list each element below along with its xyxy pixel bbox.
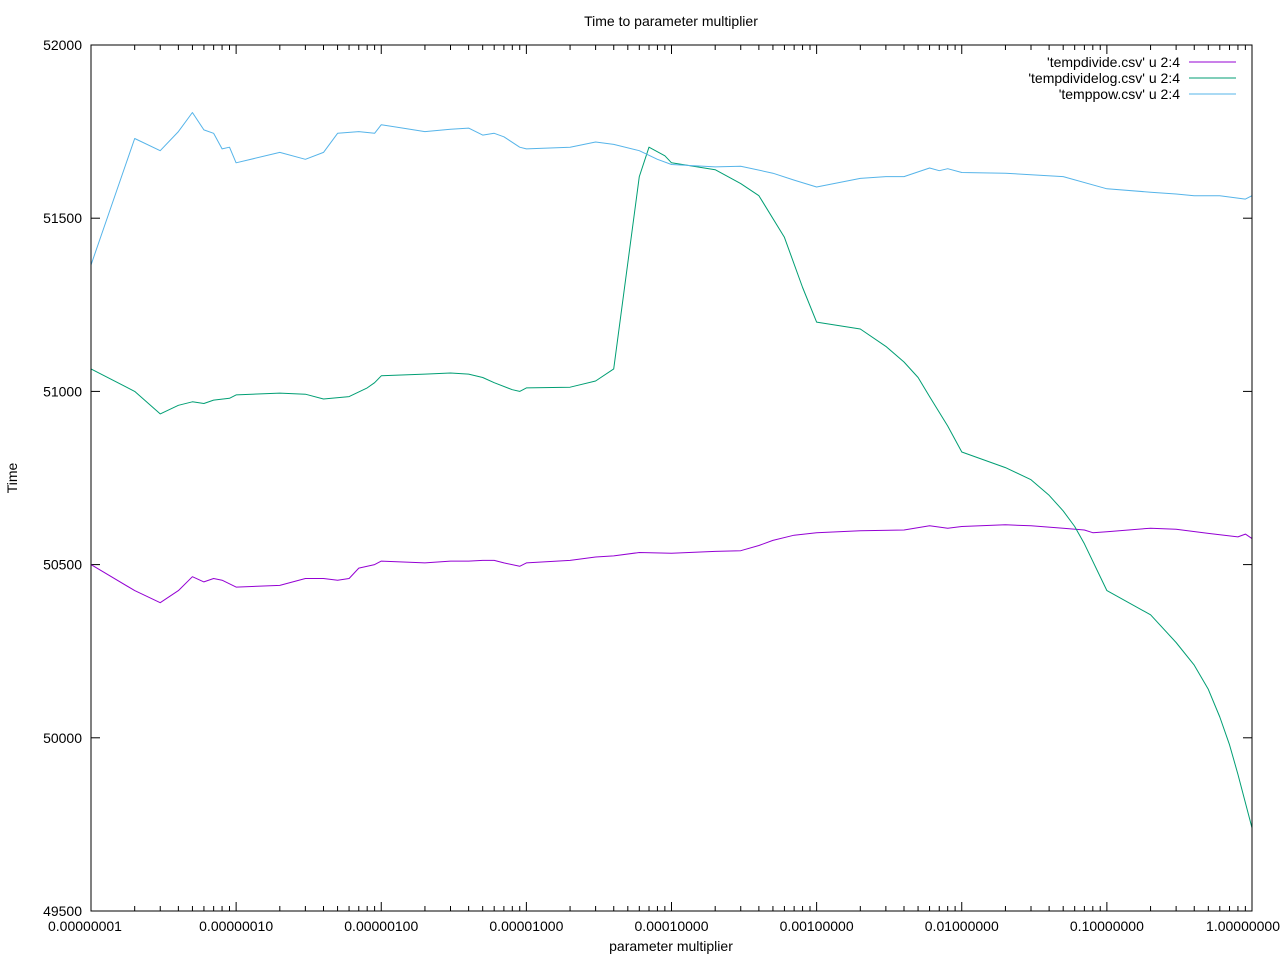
- series-layer: [90, 112, 1253, 829]
- series-line-1: [90, 524, 1253, 604]
- legend-label-3: 'temppow.csv' u 2:4: [1059, 86, 1181, 102]
- x-tick-label: 0.10000000: [1070, 918, 1144, 934]
- x-tick-label: 0.00010000: [635, 918, 709, 934]
- x-tick-label: 0.00000100: [344, 918, 418, 934]
- y-tick-label: 51500: [43, 210, 82, 226]
- series-line-3: [90, 112, 1253, 266]
- y-axis-label: Time: [4, 462, 20, 493]
- axis-ticks: 49500 50000 50500 51000 51500 52000 0.00000001…: [43, 37, 1280, 934]
- y-tick-label: 50500: [43, 557, 82, 573]
- legend-label-1: 'tempdivide.csv' u 2:4: [1047, 54, 1180, 70]
- x-tick-label: 0.01000000: [925, 918, 999, 934]
- y-tick-label: 50000: [43, 730, 82, 746]
- plot-frame: [90, 44, 1253, 912]
- chart-title: Time to parameter multiplier: [584, 13, 758, 29]
- y-tick-label: 51000: [43, 383, 82, 399]
- y-tick-label: 49500: [43, 903, 82, 919]
- x-tick-label: 1.00000000: [1206, 918, 1280, 934]
- x-tick-label: 0.00000001: [48, 918, 122, 934]
- x-axis-label: parameter multiplier: [609, 938, 733, 954]
- x-tick-label: 0.00100000: [780, 918, 854, 934]
- x-tick-label: 0.00000010: [199, 918, 273, 934]
- legend: 'tempdivide.csv' u 2:4'tempdividelog.csv…: [1028, 54, 1236, 102]
- y-tick-label: 52000: [43, 37, 82, 53]
- x-tick-label: 0.00001000: [489, 918, 563, 934]
- series-line-2: [90, 146, 1253, 829]
- legend-label-2: 'tempdividelog.csv' u 2:4: [1028, 70, 1180, 86]
